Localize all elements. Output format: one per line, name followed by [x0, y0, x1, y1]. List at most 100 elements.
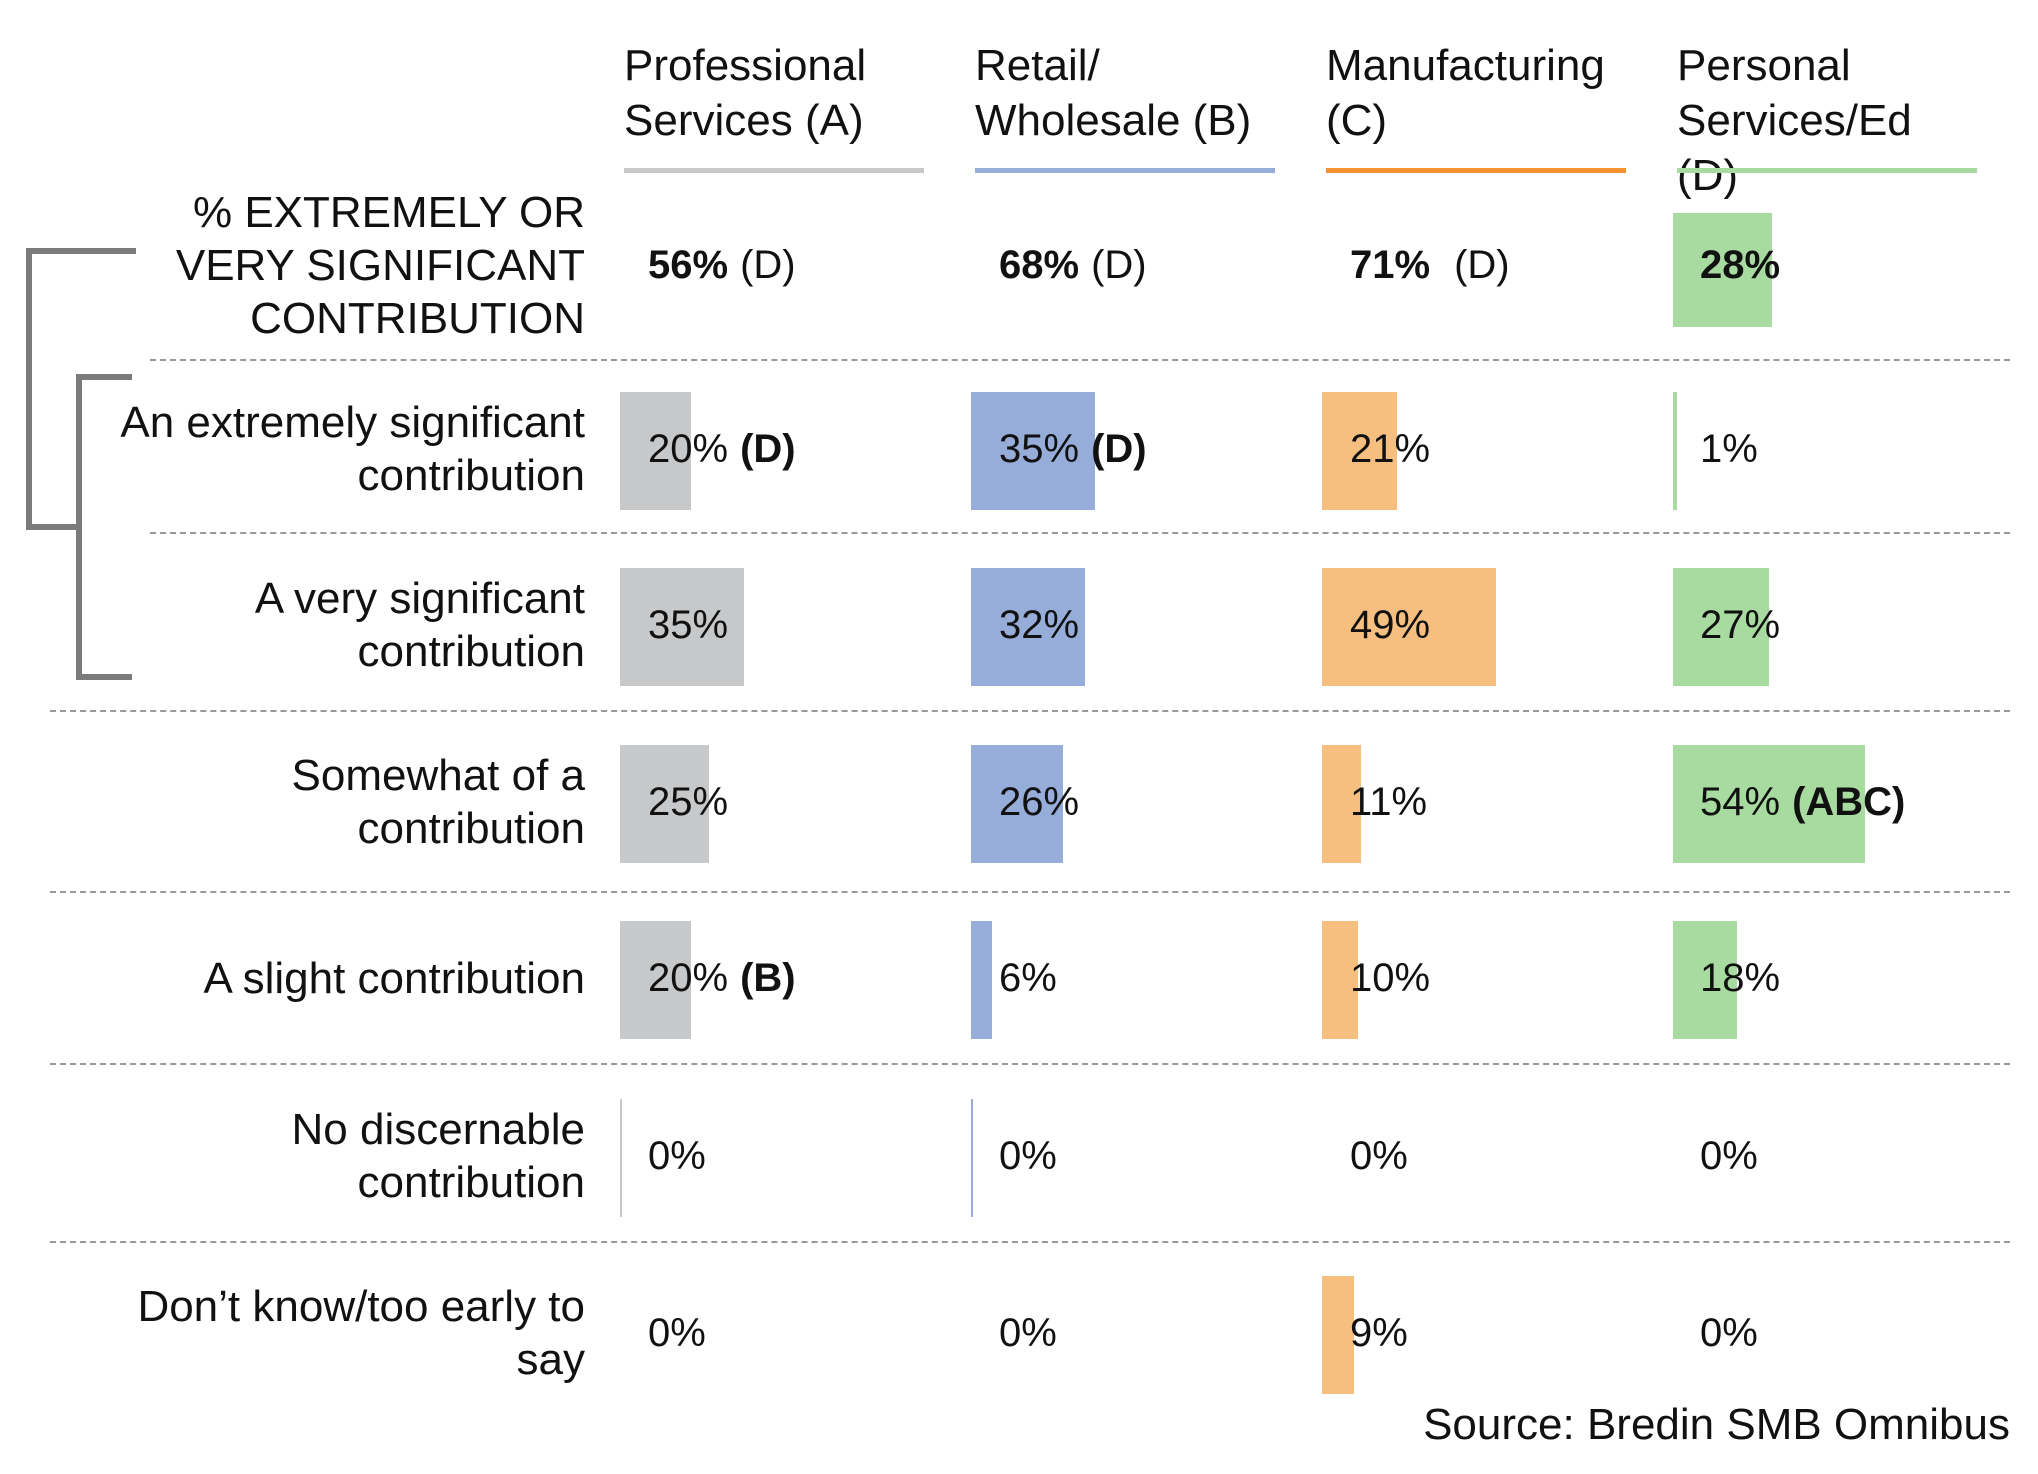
column-header-underline — [624, 168, 924, 173]
value-percent: 49% — [1350, 603, 1431, 647]
value-label: 10% — [1350, 956, 1430, 1001]
value-label: 0% — [1700, 1311, 1758, 1356]
significance-marker: (D) — [740, 427, 796, 471]
column-header-c: Manufacturing (C) — [1326, 38, 1626, 148]
significance-marker: (ABC) — [1792, 780, 1906, 824]
value-percent: 1% — [1700, 427, 1758, 471]
row-label-line: contribution — [357, 1158, 585, 1207]
column-header-line2: Services (A) — [624, 96, 864, 145]
value-label: 32% — [999, 603, 1079, 648]
bar-d — [1673, 568, 1769, 686]
value-label: 20% (B) — [648, 956, 796, 1001]
value-label: 20% (D) — [648, 427, 796, 472]
value-label: 0% — [1700, 1134, 1758, 1179]
bar-d — [1673, 392, 1677, 510]
bracket-inner-top — [76, 374, 132, 380]
value-label: 21% — [1350, 427, 1430, 472]
row-label-line: An extremely significant — [120, 398, 585, 447]
value-percent: 11% — [1350, 780, 1428, 824]
row-label-3: Somewhat of a contribution — [40, 749, 586, 855]
value-label: 35% — [648, 603, 728, 648]
row-label-0: % EXTREMELY OR VERY SIGNIFICANT CONTRIBUTI… — [40, 186, 585, 345]
bar-b — [971, 392, 1095, 510]
value-percent: 71% — [1350, 243, 1431, 287]
row-divider — [50, 710, 2010, 712]
value-label: 0% — [648, 1134, 706, 1179]
source-note: Source: Bredin SMB Omnibus — [1423, 1400, 2010, 1449]
row-label-line: contribution — [357, 627, 585, 676]
row-label-line: contribution — [357, 804, 585, 853]
bar-b — [971, 745, 1063, 863]
value-percent: 25% — [648, 780, 729, 824]
value-percent: 54% — [1700, 780, 1781, 824]
row-label-line: Don’t know/too early to — [137, 1282, 585, 1331]
value-percent: 6% — [999, 956, 1057, 1000]
significance-marker: (D) — [1091, 243, 1147, 287]
row-divider — [50, 1241, 2010, 1243]
bracket-inner-bottom — [76, 674, 132, 680]
bar-b — [971, 568, 1085, 686]
value-label: 11% — [1350, 780, 1427, 825]
row-label-line: VERY SIGNIFICANT — [175, 240, 585, 290]
bar-c — [1322, 745, 1361, 863]
significance-marker: (D) — [1091, 427, 1147, 471]
row-label-line: A slight contribution — [203, 953, 585, 1003]
value-percent: 0% — [1700, 1311, 1758, 1355]
value-percent: 9% — [1350, 1311, 1408, 1355]
value-percent: 20% — [648, 427, 729, 471]
bracket-outer-vertical — [26, 248, 32, 530]
row-label-1: An extremely significant contribution — [40, 396, 585, 502]
row-label-4: A slight contribution — [40, 952, 585, 1005]
column-header-b: Retail/Wholesale (B) — [975, 38, 1275, 148]
value-label: 18% — [1700, 956, 1780, 1001]
column-header-a: Professional Services (A) — [624, 38, 924, 148]
value-percent: 20% — [648, 956, 729, 1000]
column-header-underline — [975, 168, 1275, 173]
value-percent: 27% — [1700, 603, 1781, 647]
value-label: 6% — [999, 956, 1057, 1001]
value-percent: 18% — [1700, 956, 1781, 1000]
value-label: 27% — [1700, 603, 1780, 648]
value-percent: 0% — [1700, 1134, 1758, 1178]
bar-c — [1322, 921, 1358, 1039]
row-label-line: A very significant — [254, 574, 585, 623]
row-label-line: No discernable — [291, 1105, 586, 1154]
value-label: 56% (D) — [648, 243, 796, 288]
significance-marker: (D) — [740, 243, 796, 287]
significance-marker: (D) — [1454, 243, 1510, 287]
column-header-line2: Services/Ed (D) — [1677, 96, 1912, 200]
bar-a — [620, 921, 691, 1039]
row-label-line: contribution — [357, 451, 585, 500]
value-percent: 28% — [1700, 243, 1781, 287]
row-label-line: % EXTREMELY OR — [192, 187, 585, 237]
bar-a — [620, 568, 744, 686]
bar-a — [620, 392, 691, 510]
value-label: 71% (D) — [1350, 243, 1510, 288]
bar-a — [620, 745, 709, 863]
value-percent: 0% — [999, 1134, 1057, 1178]
value-label: 9% — [1350, 1311, 1408, 1356]
row-divider — [150, 532, 2010, 534]
bar-d — [1673, 921, 1737, 1039]
value-label: 0% — [648, 1311, 706, 1356]
bar-c — [1322, 1276, 1354, 1394]
value-percent: 0% — [648, 1134, 706, 1178]
row-label-line: Somewhat of a — [291, 751, 586, 800]
bar-b — [971, 921, 992, 1039]
column-header-line1: Retail/ — [975, 41, 1100, 90]
value-label: 0% — [999, 1134, 1057, 1179]
column-header-line1: Manufacturing — [1326, 41, 1605, 90]
value-percent: 0% — [999, 1311, 1057, 1355]
row-divider — [150, 359, 2010, 361]
value-label: 0% — [1350, 1134, 1408, 1179]
row-label-6: Don’t know/too early to say — [40, 1280, 585, 1386]
bar-c — [1322, 568, 1496, 686]
significance-marker: (B) — [740, 956, 796, 1000]
value-percent: 32% — [999, 603, 1080, 647]
value-label: 49% — [1350, 603, 1430, 648]
row-label-5: No discernable contribution — [40, 1103, 586, 1209]
row-divider — [50, 1063, 2010, 1065]
value-label: 35% (D) — [999, 427, 1147, 472]
value-label: 28% — [1700, 243, 1780, 288]
bar-d — [1673, 745, 1865, 863]
